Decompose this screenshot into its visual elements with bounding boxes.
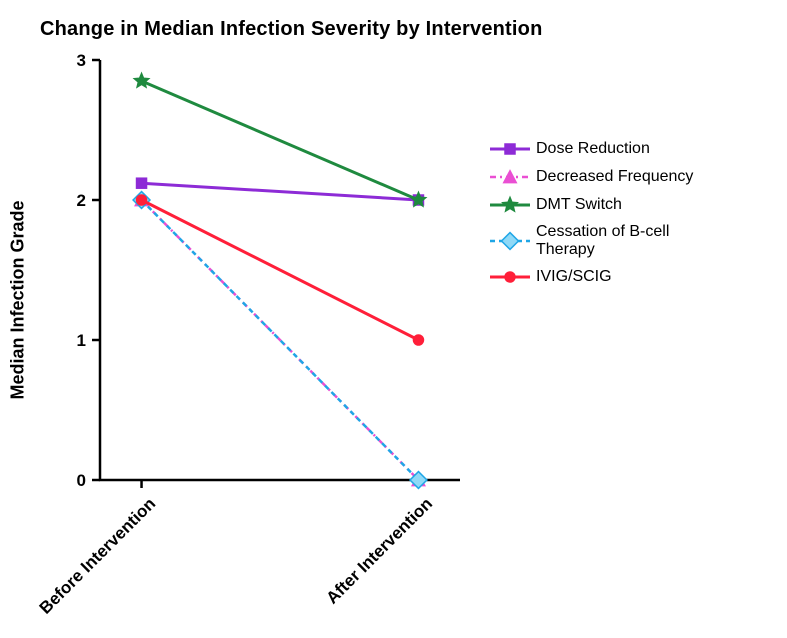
legend-label: Decreased Frequency <box>536 168 693 186</box>
y-tick-label: 3 <box>66 51 86 71</box>
legend-marker-icon <box>490 267 530 287</box>
legend-item-cessation_bcell: Cessation of B-cell Therapy <box>490 219 710 263</box>
legend-item-dose_reduction: Dose Reduction <box>490 135 710 163</box>
y-tick-label: 0 <box>66 471 86 491</box>
legend-label: Cessation of B-cell Therapy <box>536 223 706 260</box>
legend-label: Dose Reduction <box>536 140 650 158</box>
series-decreased_frequency <box>135 194 424 486</box>
legend-item-decreased_frequency: Decreased Frequency <box>490 163 710 191</box>
legend-label: DMT Switch <box>536 196 622 214</box>
legend: Dose Reduction Decreased Frequency DMT Swi… <box>490 135 710 291</box>
legend-label: IVIG/SCIG <box>536 268 612 286</box>
y-tick-label: 2 <box>66 191 86 211</box>
y-tick-label: 1 <box>66 331 86 351</box>
x-tick-label: Before Intervention <box>35 494 159 618</box>
legend-marker-icon <box>490 167 530 187</box>
plot-area: 0123Before InterventionAfter Interventio… <box>100 60 460 480</box>
legend-marker-icon <box>490 195 530 215</box>
chart-title: Change in Median Infection Severity by I… <box>40 18 543 41</box>
legend-item-dmt_switch: DMT Switch <box>490 191 710 219</box>
y-axis-label: Median Infection Grade <box>8 200 29 399</box>
legend-marker-icon <box>490 139 530 159</box>
x-tick-label: After Intervention <box>322 494 436 608</box>
legend-item-ivig_scig: IVIG/SCIG <box>490 263 710 291</box>
legend-marker-icon <box>490 231 530 251</box>
series-ivig_scig <box>137 195 424 345</box>
chart-container: Change in Median Infection Severity by I… <box>0 0 787 638</box>
